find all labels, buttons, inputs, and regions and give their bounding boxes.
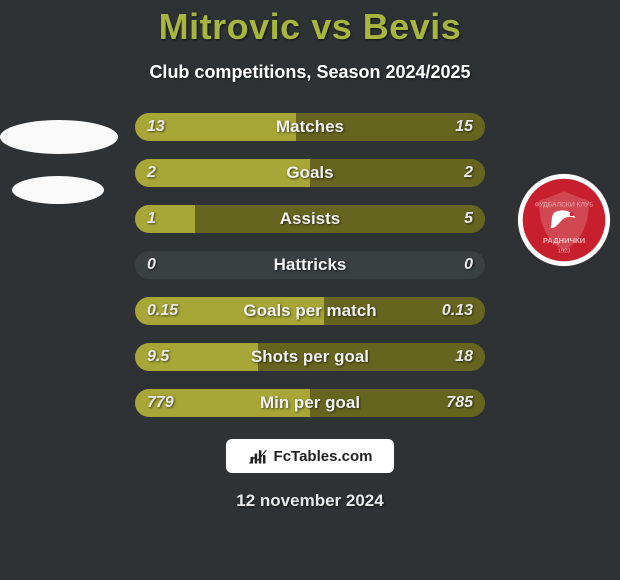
stat-label: Goals xyxy=(286,163,333,183)
decor-ellipse-2 xyxy=(12,176,104,204)
stat-value-left: 0 xyxy=(147,256,156,274)
stat-value-left: 2 xyxy=(147,164,156,182)
stat-label: Goals per match xyxy=(243,301,376,321)
content-area: Mitrovic vs Bevis Club competitions, Sea… xyxy=(0,0,620,580)
stat-label: Assists xyxy=(280,209,340,229)
stat-label: Hattricks xyxy=(274,255,347,275)
stat-label: Min per goal xyxy=(260,393,360,413)
stat-value-right: 0 xyxy=(464,256,473,274)
date-label: 12 november 2024 xyxy=(236,491,383,511)
stat-value-left: 779 xyxy=(147,394,174,412)
stat-row: 1 5 Assists xyxy=(135,205,485,233)
stat-row: 9.5 18 Shots per goal xyxy=(135,343,485,371)
page-title: Mitrovic vs Bevis xyxy=(159,6,462,48)
brand-label: FcTables.com xyxy=(274,448,373,465)
stat-value-left: 0.15 xyxy=(147,302,178,320)
stat-fill-right xyxy=(310,159,485,187)
stat-value-right: 2 xyxy=(464,164,473,182)
bar-chart-icon xyxy=(248,446,268,466)
stat-fill-left xyxy=(135,159,310,187)
stat-row: 2 2 Goals xyxy=(135,159,485,187)
stat-value-right: 0.13 xyxy=(442,302,473,320)
stat-value-right: 5 xyxy=(464,210,473,228)
decor-ellipse-1 xyxy=(0,120,118,154)
brand-badge: FcTables.com xyxy=(226,439,394,473)
stat-fill-left xyxy=(135,205,195,233)
stat-row: 13 15 Matches xyxy=(135,113,485,141)
stat-value-right: 18 xyxy=(455,348,473,366)
stat-value-right: 785 xyxy=(446,394,473,412)
stat-value-left: 9.5 xyxy=(147,348,169,366)
stat-row: 0.15 0.13 Goals per match xyxy=(135,297,485,325)
stat-label: Matches xyxy=(276,117,344,137)
stat-value-left: 1 xyxy=(147,210,156,228)
stat-value-right: 15 xyxy=(455,118,473,136)
stat-row: 0 0 Hattricks xyxy=(135,251,485,279)
stats-container: 1315Matches22Goals15Assists00Hattricks0.… xyxy=(135,113,485,417)
subtitle: Club competitions, Season 2024/2025 xyxy=(149,62,470,83)
stat-label: Shots per goal xyxy=(251,347,369,367)
stat-value-left: 13 xyxy=(147,118,165,136)
stat-row: 779 785 Min per goal xyxy=(135,389,485,417)
